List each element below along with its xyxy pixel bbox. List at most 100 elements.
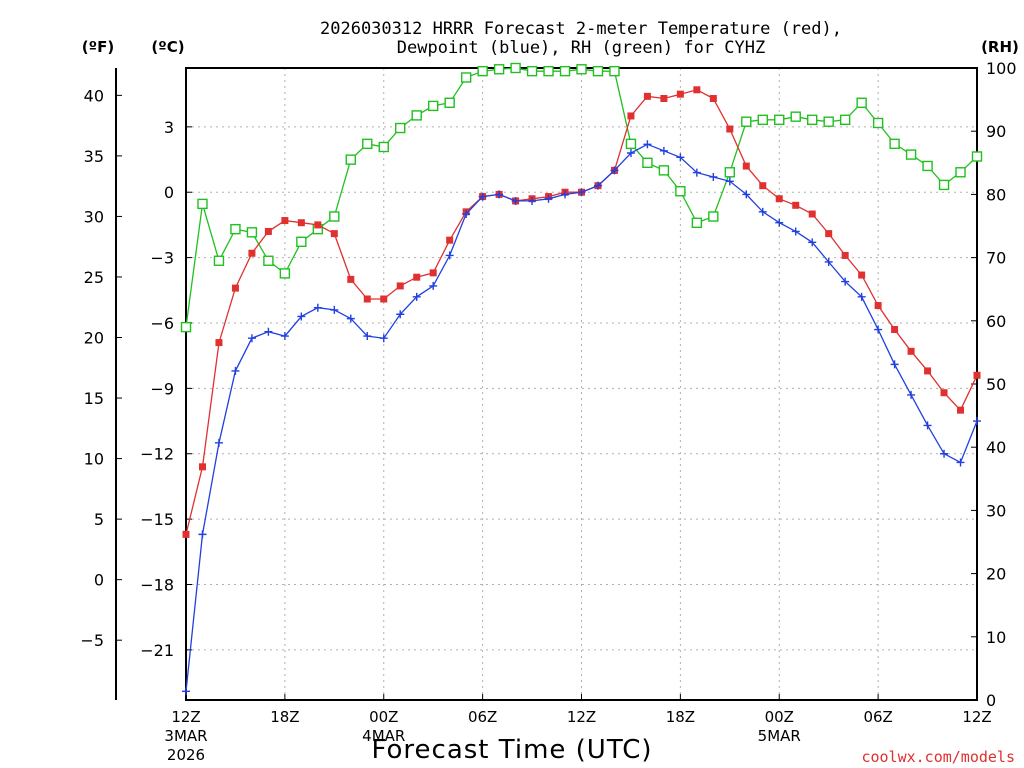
rh-point [378,141,389,153]
celsius-unit-label: (ºC) [151,38,184,56]
rh-point [609,65,620,77]
temperature-point [709,95,717,103]
temperature-point [314,221,322,229]
rh-point [839,114,851,126]
temperature-point [627,112,635,120]
chart-title-line1: 2026030312 HRRR Forecast 2-meter Tempera… [320,19,842,39]
dewpoint-point [182,687,190,696]
temperature-line [185,89,978,535]
rh-point [905,149,917,160]
dewpoint-point [214,438,223,447]
dewpoint-point [264,327,273,336]
rh-point [213,255,225,266]
temperature-point [693,86,701,94]
dewpoint-point [824,257,833,266]
plot-frame [185,67,978,701]
temperature-point [231,284,239,292]
rh-point [592,65,604,77]
celsius-tick-label: 0 [164,183,174,202]
time-tick-label: 00Z [765,708,794,726]
rh-point [741,116,752,127]
rh-point [246,227,258,238]
dewpoint-point [528,196,537,205]
temperature-point [841,251,849,259]
rh-point [971,151,983,162]
dewpoint-point [659,146,668,155]
dewpoint-point [692,168,701,177]
dewpoint-point [231,366,240,375]
rh-point [345,154,356,165]
series-layer [180,62,983,696]
temperature-point [891,326,899,334]
temperature-point [858,271,866,279]
temperature-point [726,125,734,133]
celsius-axis: 3 0 −3 −6 −9 −12 −15 −18 −21 [140,118,192,660]
rh-point [790,111,801,122]
celsius-tick-label: 3 [164,118,174,137]
temperature-point [182,530,190,538]
rh-point [625,138,637,150]
rh-unit-label: (RH) [981,38,1019,56]
rh-point [329,211,340,222]
dewpoint-point [445,251,454,260]
celsius-tick-label: −9 [150,379,174,398]
temperature-point [198,463,206,471]
rh-point [691,217,703,229]
rh-point [889,138,900,150]
rh-point [955,167,966,178]
rh-point [395,122,406,134]
temperature-point [396,282,404,290]
date-tick-label: 5MAR [758,727,801,745]
dewpoint-point [561,190,570,199]
celsius-tick-label: −15 [140,510,174,529]
celsius-tick-label: −18 [140,575,174,594]
temperature-point [940,389,948,397]
x-axis-label: Forecast Time (UTC) [371,735,652,765]
temperature-point [676,90,684,98]
rh-point [708,211,719,222]
rh-tick-label: 80 [986,185,1006,204]
dewpoint-point [478,192,487,201]
rh-tick-label: 30 [986,501,1006,520]
temperature-point [874,302,882,310]
temperature-point [297,219,305,227]
rh-tick-label: 10 [986,628,1006,647]
rh-point [922,160,933,172]
fahrenheit-tick-label: 15 [84,389,104,408]
date-tick-label: 4MAR [362,727,405,745]
rh-point [477,65,488,77]
dewpoint-point [346,314,355,323]
time-tick-label: 12Z [962,708,991,726]
dewpoint-point [709,172,718,181]
rh-point [460,72,472,83]
dewpoint-point [626,148,635,157]
time-tick-label: 06Z [863,708,892,726]
chart-title-line2: Dewpoint (blue), RH (green) for CYHZ [397,38,765,58]
fahrenheit-tick-label: 40 [84,86,104,105]
rh-point [543,65,554,77]
dewpoint-series [182,140,981,696]
rh-tick-label: 90 [986,122,1006,141]
credit-text: coolwx.com/models [861,748,1015,766]
dewpoint-point [247,334,256,343]
rh-point [658,165,670,176]
temperature-point [924,367,932,375]
dewpoint-point [907,390,916,399]
fahrenheit-tick-label: −5 [80,631,104,650]
rh-tick-label: 50 [986,375,1006,394]
temperature-point [825,230,833,238]
dewpoint-point [725,177,734,186]
rh-point [493,64,505,75]
rh-point [576,64,587,75]
rh-point [411,110,422,121]
rh-point [296,236,307,248]
fahrenheit-unit-label: (ºF) [82,38,114,56]
rh-point [180,321,192,333]
dewpoint-point [874,325,883,334]
rh-point [642,157,653,169]
dewpoint-point [775,218,784,227]
temperature-point [907,347,915,355]
grid-lines [185,68,978,700]
